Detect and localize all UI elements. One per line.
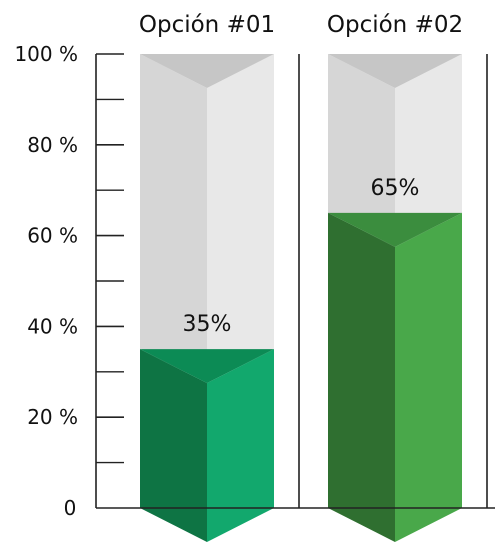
bar-top-2 [328,212,462,247]
category-label-1: Opción #01 [139,12,275,38]
bar-right-face-2 [395,212,462,542]
empty-column-top-2 [328,54,462,88]
columns-layer [140,54,462,542]
value-label-2: 65% [371,176,420,201]
empty-column-left-face-1 [140,54,207,384]
y-axis [95,53,495,509]
empty-column-right-face-2 [395,54,462,247]
empty-column-right-face-1 [207,54,274,384]
y-tick-label: 80 % [27,133,78,157]
empty-column-top-1 [140,54,274,88]
bar-right-face-1 [207,349,274,542]
y-tick-label: 60 % [27,224,78,248]
bar-top-1 [140,349,274,384]
y-tick-label: 20 % [27,405,78,429]
y-tick-label: 100 % [14,42,78,66]
empty-column-left-face-2 [328,54,395,247]
y-tick-label: 0 [64,496,77,520]
y-tick-label: 40 % [27,314,78,338]
labels-layer: Opción #01 35% Opción #02 65% 0 20 % 40 % 60 % 8… [14,12,463,520]
category-label-2: Opción #02 [327,12,463,38]
bar-left-face-1 [140,349,207,542]
bar-left-face-2 [328,212,395,542]
value-label-1: 35% [183,312,232,337]
